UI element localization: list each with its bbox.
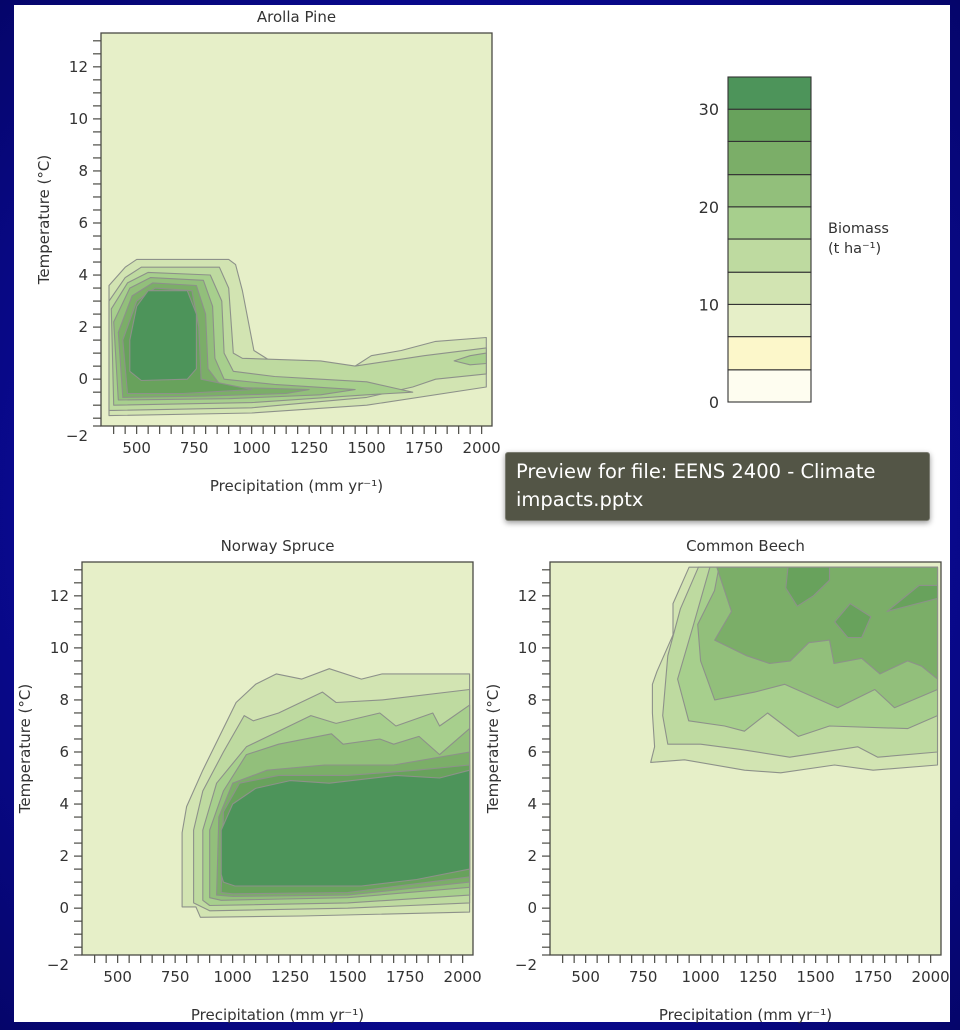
colorbar-band-20 — [727, 174, 812, 208]
y-axis-label: Temperature (°C) — [16, 684, 34, 814]
colorbar-band-10 — [727, 271, 812, 305]
x-tick-label: 2000 — [912, 968, 950, 986]
y-tick-label: 8 — [59, 691, 69, 709]
colorbar-band-30 — [727, 76, 812, 110]
chart-title: Norway Spruce — [221, 537, 335, 555]
colorbar-tick-label: 20 — [699, 198, 719, 217]
colorbar-band-0 — [727, 369, 812, 403]
plot-frame — [81, 561, 474, 956]
y-tick-label: 8 — [78, 162, 88, 180]
contour-level-26.7 — [834, 603, 872, 639]
chart-title: Arolla Pine — [257, 8, 336, 26]
chart-title: Common Beech — [686, 537, 805, 555]
y-tick-label: 0 — [59, 899, 69, 917]
x-tick-label: 1000 — [682, 968, 720, 986]
x-tick-label: 1500 — [348, 439, 386, 457]
x-tick-label: 1250 — [739, 968, 777, 986]
chart-panel-common-beech: Common Beech 500 750 1000 1250 1500 1750 2000 −2… — [484, 537, 950, 1024]
x-axis-label: Precipitation (mm yr⁻¹) — [659, 1006, 832, 1024]
contour-fills — [108, 258, 487, 417]
x-tick-label: 1250 — [271, 968, 309, 986]
contour-level-30 — [220, 769, 471, 887]
x-tick-label: 2000 — [444, 968, 482, 986]
colorbar-band-13.3 — [727, 238, 812, 273]
y-tick-label: 12 — [69, 58, 88, 76]
x-tick-label: 500 — [103, 968, 132, 986]
y-tick-label: −2 — [66, 427, 88, 445]
x-tick-label: 500 — [571, 968, 600, 986]
colorbar-tick-label: 30 — [699, 100, 719, 119]
y-tick-label: 12 — [50, 587, 69, 605]
chart-panel-arolla-pine: Arolla Pine 500 750 1000 1250 1500 1750 2000 −2 0… — [35, 8, 501, 495]
contour-level-26.7 — [785, 566, 831, 607]
x-tick-label: 1750 — [405, 439, 443, 457]
colorbar-band-26.7 — [727, 108, 812, 142]
colorbar-band-3.3 — [727, 336, 812, 371]
colorbar-tick-label: 0 — [709, 393, 719, 412]
colorbar-band-23.3 — [727, 140, 812, 176]
contour-level-30 — [129, 290, 197, 382]
y-tick-label: 0 — [527, 899, 537, 917]
y-tick-label: 2 — [59, 847, 69, 865]
x-tick-label: 2000 — [463, 439, 501, 457]
colorbar-title: Biomass — [828, 221, 889, 237]
colorbar: 0 10 20 30 — [699, 76, 812, 412]
y-tick-label: 6 — [527, 743, 537, 761]
y-tick-label: −2 — [47, 956, 69, 974]
y-tick-label: 6 — [78, 214, 88, 232]
contour-fills — [181, 668, 471, 918]
y-tick-label: 4 — [527, 795, 537, 813]
y-tick-label: −2 — [515, 956, 537, 974]
contour-level-26.7 — [886, 584, 939, 613]
x-tick-label: 750 — [180, 439, 209, 457]
contour-fills — [650, 566, 939, 774]
y-axis-label: Temperature (°C) — [35, 155, 53, 285]
y-tick-label: 10 — [518, 639, 537, 657]
y-tick-label: 0 — [78, 370, 88, 388]
colorbar-band-6.7 — [727, 303, 812, 338]
x-tick-label: 1000 — [214, 968, 252, 986]
y-axis-label: Temperature (°C) — [484, 684, 502, 814]
y-tick-label: 8 — [527, 691, 537, 709]
y-tick-label: 6 — [59, 743, 69, 761]
plot-frame — [549, 561, 942, 956]
x-tick-label: 750 — [629, 968, 658, 986]
y-tick-label: 4 — [59, 795, 69, 813]
y-tick-label: 12 — [518, 587, 537, 605]
x-axis-label: Precipitation (mm yr⁻¹) — [210, 477, 383, 495]
colorbar-tick-label: 10 — [699, 295, 719, 314]
y-tick-label: 2 — [78, 318, 88, 336]
y-tick-label: 2 — [527, 847, 537, 865]
x-axis-label: Precipitation (mm yr⁻¹) — [191, 1006, 364, 1024]
x-tick-label: 1500 — [329, 968, 367, 986]
y-tick-label: 4 — [78, 266, 88, 284]
x-tick-label: 500 — [122, 439, 151, 457]
x-tick-label: 750 — [161, 968, 190, 986]
chart-panel-norway-spruce: Norway Spruce 500 750 1000 1250 1500 1750 2000 −… — [16, 537, 482, 1024]
contour-level-16.7 — [453, 352, 487, 366]
x-tick-label: 1500 — [797, 968, 835, 986]
x-tick-label: 1250 — [290, 439, 328, 457]
y-tick-label: 10 — [50, 639, 69, 657]
x-tick-label: 1750 — [854, 968, 892, 986]
colorbar-band-16.7 — [727, 206, 812, 240]
y-tick-label: 10 — [69, 110, 88, 128]
plot-frame — [100, 32, 493, 427]
file-preview-tooltip: Preview for file: EENS 2400 - Climate im… — [505, 452, 930, 521]
x-tick-label: 1000 — [233, 439, 271, 457]
colorbar-unit: (t ha⁻¹) — [828, 241, 881, 257]
x-tick-label: 1750 — [386, 968, 424, 986]
